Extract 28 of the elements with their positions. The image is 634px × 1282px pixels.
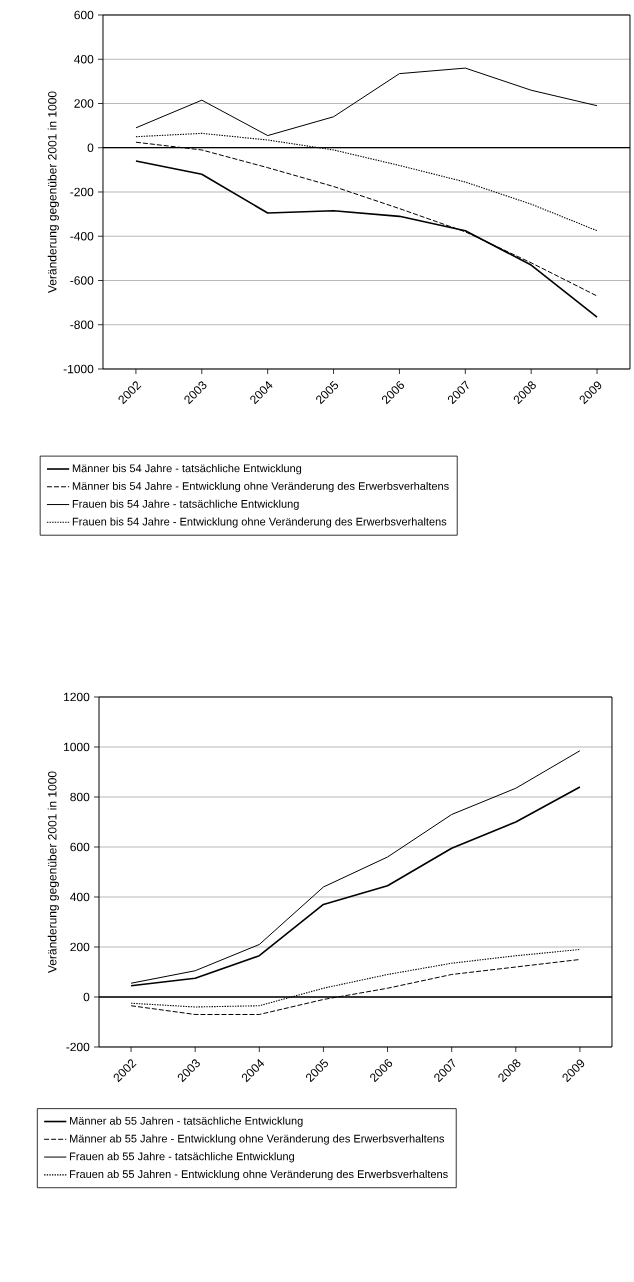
y-tick-label: 600	[70, 842, 90, 852]
y-tick-label: 400	[70, 892, 90, 902]
y-tick-label: -800	[70, 320, 94, 329]
y-tick-label: 400	[74, 55, 94, 64]
line-series	[135, 67, 598, 137]
y-tick-label: 1000	[64, 742, 90, 752]
y-tick-label: 1200	[64, 692, 90, 702]
legend-label: Männer ab 55 Jahren - tatsächliche Entwicklung	[70, 1116, 303, 1127]
legend-label: Frauen bis 54 Jahre - Entwicklung ohne Veränderung des Erwerbsverhaltens	[72, 517, 447, 528]
y-tick-label: -200	[66, 1042, 90, 1052]
legend-label: Männer bis 54 Jahre - tatsächliche Entwicklung	[72, 464, 302, 475]
y-tick-label: -200	[70, 187, 94, 197]
y-axis-title: Veränderung gegenüber 2001 in 1000	[47, 91, 59, 294]
legend-label: Frauen ab 55 Jahren - Entwicklung ohne Veränderung des Erwerbsverhaltens	[70, 1169, 448, 1181]
y-tick-label: 200	[74, 99, 94, 108]
y-axis-title: Veränderung gegenüber 2001 in 1000	[47, 771, 59, 974]
y-tick-label: -1000	[63, 364, 94, 374]
legend-label: Frauen ab 55 Jahre - tatsächliche Entwicklung	[70, 1152, 294, 1163]
legend-label: Männer ab 55 Jahre - Entwicklung ohne Veränderung des Erwerbsverhaltens	[70, 1134, 445, 1145]
y-tick-label: 800	[70, 792, 90, 802]
y-tick-label: -400	[70, 232, 94, 241]
y-tick-label: -600	[70, 276, 94, 285]
legend-label: Männer bis 54 Jahre - Entwicklung ohne Veränderung des Erwerbsverhaltens	[72, 481, 449, 493]
y-tick-label: 0	[87, 143, 94, 152]
y-tick-label: 200	[70, 942, 90, 952]
legend-label: Frauen bis 54 Jahre - tatsächliche Entwicklung	[72, 499, 299, 510]
y-tick-label: 0	[83, 992, 90, 1002]
y-tick-label: 600	[74, 10, 94, 20]
